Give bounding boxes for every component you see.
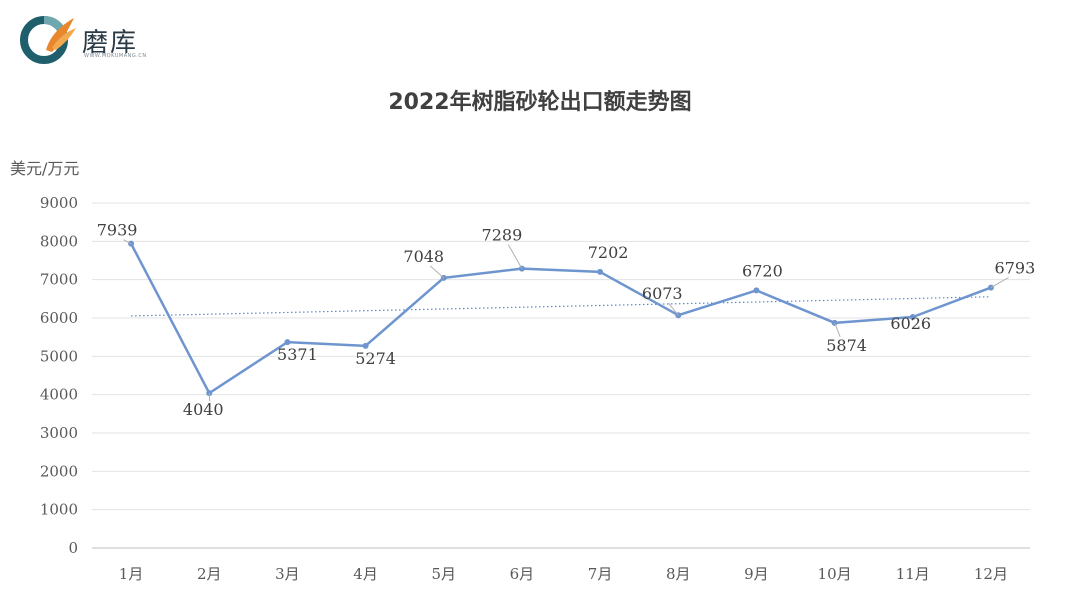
x-tick-label: 9月 bbox=[744, 565, 769, 583]
data-label: 7289 bbox=[482, 226, 523, 245]
data-point bbox=[597, 268, 604, 275]
data-label: 6073 bbox=[642, 284, 683, 303]
x-tick-label: 12月 bbox=[974, 565, 1008, 583]
x-tick-label: 8月 bbox=[666, 565, 691, 583]
x-tick-label: 6月 bbox=[510, 565, 535, 583]
data-label: 4040 bbox=[183, 400, 224, 419]
data-label: 6026 bbox=[890, 314, 931, 333]
series-line bbox=[129, 243, 992, 395]
y-tick-label: 9000 bbox=[40, 194, 78, 212]
data-point bbox=[909, 314, 916, 321]
y-tick-label: 0 bbox=[68, 539, 78, 557]
x-tick-label: 2月 bbox=[197, 565, 222, 583]
data-label-leader bbox=[668, 302, 679, 316]
chart-title: 2022年树脂砂轮出口额走势图 bbox=[388, 90, 692, 115]
y-axis-ticks: 0 1000 2000 3000 4000 5000 6000 7000 8000 9000 bbox=[40, 194, 78, 557]
data-label-leader bbox=[123, 239, 132, 245]
data-label: 5874 bbox=[826, 336, 867, 355]
y-tick-label: 3000 bbox=[40, 424, 78, 442]
data-label: 7939 bbox=[97, 221, 138, 240]
data-point bbox=[284, 339, 291, 346]
x-tick-label: 5月 bbox=[431, 565, 456, 583]
data-point bbox=[362, 342, 369, 349]
data-label-leader bbox=[990, 277, 1009, 289]
y-tick-label: 1000 bbox=[40, 501, 78, 519]
data-label-leader bbox=[429, 265, 445, 279]
brand-name: 磨库 bbox=[82, 28, 139, 58]
data-label-leader bbox=[507, 244, 523, 269]
x-tick-label: 4月 bbox=[353, 565, 378, 583]
brand-logo-icon bbox=[20, 16, 76, 64]
gridlines bbox=[92, 202, 1030, 549]
x-tick-label: 7月 bbox=[588, 565, 613, 583]
x-tick-label: 1月 bbox=[119, 565, 144, 583]
trendline bbox=[131, 296, 991, 317]
data-labels: 7939 4040 5371 5274 7048 7289 7202 6073 6720 5874… bbox=[97, 221, 1036, 419]
y-tick-label: 7000 bbox=[40, 271, 78, 289]
trendline-layer bbox=[131, 296, 991, 317]
y-tick-label: 2000 bbox=[40, 462, 78, 480]
data-label: 7202 bbox=[588, 243, 629, 262]
data-label: 6720 bbox=[742, 261, 783, 280]
y-tick-label: 6000 bbox=[40, 309, 78, 327]
y-tick-label: 4000 bbox=[40, 386, 78, 404]
data-label: 5274 bbox=[355, 349, 396, 368]
brand-subtitle: WWW.MOKUMANG.CN bbox=[84, 53, 147, 59]
data-label: 5371 bbox=[277, 345, 318, 364]
x-axis-ticks: 1月 2月 3月 4月 5月 6月 7月 8月 9月 10月 11月 12月 bbox=[119, 565, 1008, 583]
x-tick-label: 11月 bbox=[896, 565, 930, 583]
data-point bbox=[753, 287, 760, 294]
y-tick-label: 5000 bbox=[40, 347, 78, 365]
data-label: 7048 bbox=[403, 247, 444, 266]
data-label: 6793 bbox=[995, 259, 1036, 278]
x-tick-label: 3月 bbox=[275, 565, 300, 583]
data-label-leader bbox=[834, 322, 841, 338]
y-axis-unit-label: 美元/万元 bbox=[10, 159, 80, 178]
y-tick-label: 8000 bbox=[40, 232, 78, 250]
x-tick-label: 10月 bbox=[818, 565, 852, 583]
